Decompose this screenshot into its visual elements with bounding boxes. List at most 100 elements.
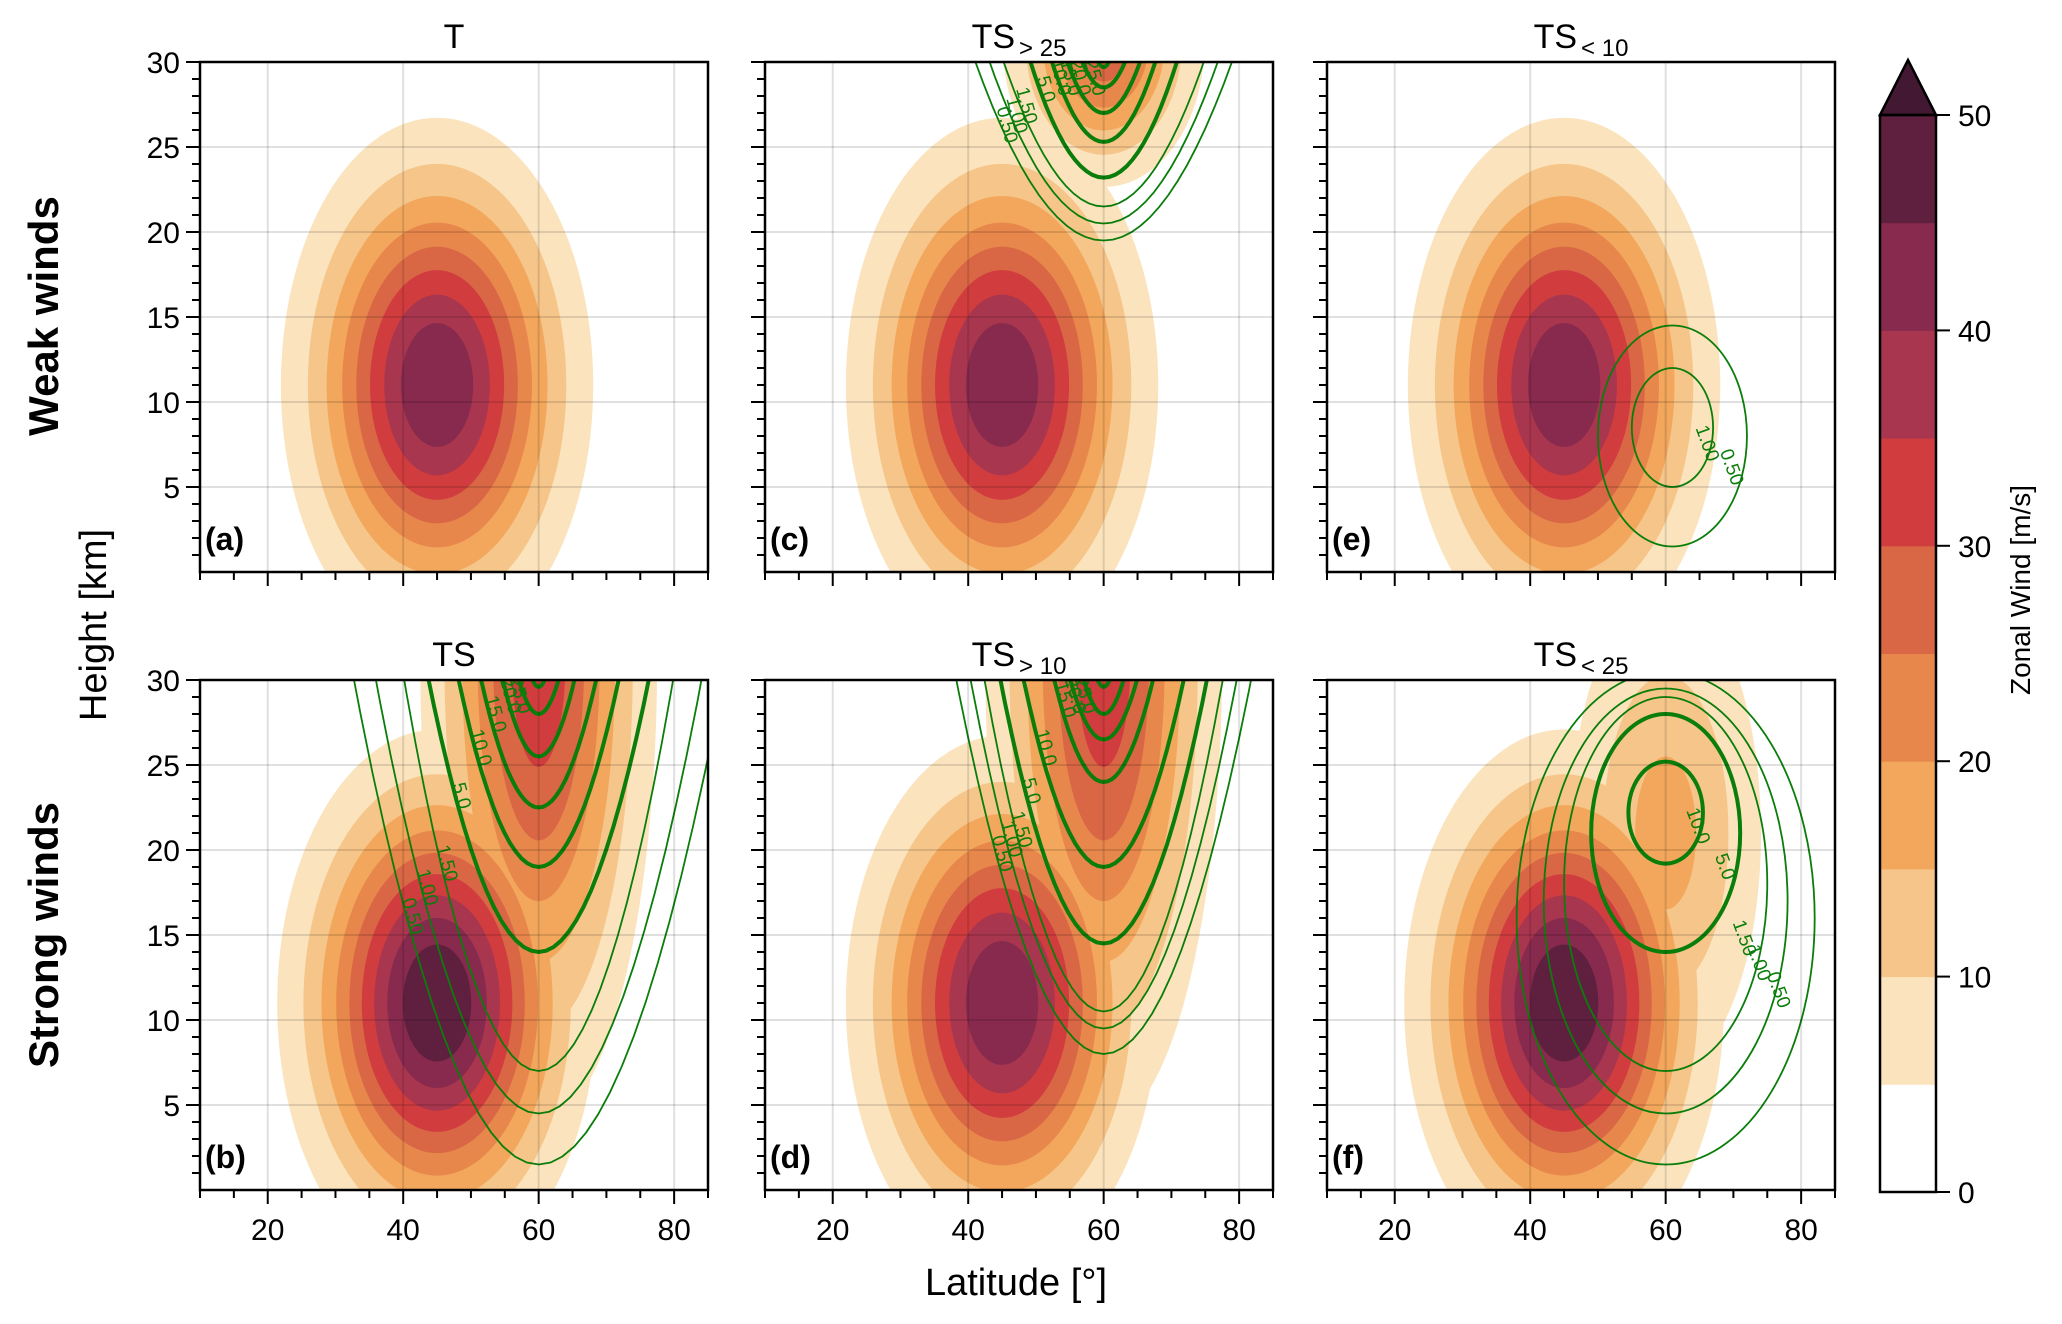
filled-contour-level-35-40	[965, 323, 1039, 447]
colorbar-band-0-5	[1880, 1084, 1936, 1193]
y-tick-label: 30	[147, 47, 180, 80]
plot-area: 0.501.001.505.010.0	[1404, 680, 1816, 1190]
contour-line	[1563, 696, 1769, 1072]
colorbar-label: Zonal Wind [m/s]	[2005, 485, 2036, 695]
contour-line	[988, 62, 1219, 225]
x-tick-label: 20	[816, 1214, 849, 1247]
panel-b: 0.501.001.505.010.015.020.025.0 20 40 60 80 5…	[147, 636, 710, 1247]
x-tick-label: 60	[1649, 1214, 1682, 1247]
panel-c: 0.501.001.505.010.015.020.025.0TS > 25(c)	[751, 18, 1275, 586]
panel-title-main: TS	[1534, 636, 1577, 674]
x-tick-label: 20	[251, 1214, 284, 1247]
contour-line	[1626, 759, 1705, 866]
panel-title: T	[444, 18, 465, 56]
filled-contour-level-40-45	[1529, 944, 1599, 1062]
contour-line	[1096, 62, 1112, 70]
panel-title-subscript: < 25	[1581, 653, 1628, 680]
colorbar-band-5-10	[1880, 976, 1936, 1085]
contour-line	[1065, 62, 1143, 116]
panel-title-main: TS	[972, 18, 1015, 56]
panel-a: 5 10 15 20 25 30 T (a)	[147, 18, 710, 586]
panels-group: 5 10 15 20 25 30 T (a) 0.501.001.505.010.015.020…	[147, 18, 1837, 1247]
contour-line	[983, 680, 1224, 1013]
y-tick-label: 25	[147, 750, 180, 783]
panel-title-subscript: > 10	[1019, 653, 1066, 680]
filled-contour-level-35-40	[1527, 323, 1601, 447]
contour-line	[516, 680, 561, 717]
contour-line	[1080, 62, 1128, 90]
contour-line	[998, 680, 1209, 946]
y-tick-label: 15	[147, 920, 180, 953]
panel-title: TS	[432, 636, 475, 674]
panel-letter: (d)	[770, 1139, 811, 1175]
x-tick-label: 60	[522, 1214, 555, 1247]
panel-title-subscript: > 25	[1019, 35, 1066, 62]
y-tick-label: 20	[147, 835, 180, 868]
x-tick-label: 40	[387, 1214, 420, 1247]
y-tick-label: 15	[147, 302, 180, 335]
contour-line	[955, 680, 1252, 1055]
colorbar: 0 10 20 30 40 50 Zonal Wind [m/s]	[1877, 57, 2036, 1210]
panel-title-main: T	[444, 18, 465, 56]
row-label-strong-winds: Strong winds	[20, 802, 67, 1068]
contour-line	[1068, 680, 1140, 742]
colorbar-band-35-40	[1880, 330, 1936, 439]
y-tick-label: 10	[147, 1005, 180, 1038]
panel-letter: (f)	[1332, 1139, 1364, 1175]
colorbar-band-20-25	[1880, 653, 1936, 762]
panel-d: 0.501.001.505.010.015.020.025.0 20 40 60 80 T…	[751, 636, 1275, 1247]
contour-line	[375, 680, 703, 1115]
row-label-weak-winds: Weak winds	[20, 196, 67, 436]
contour-line	[1589, 712, 1743, 954]
colorbar-frame	[1878, 113, 1938, 1194]
panel-title-subscript: < 10	[1581, 35, 1628, 62]
filled-contour-level-35-40	[400, 323, 474, 447]
y-tick-label: 25	[147, 132, 180, 165]
plot-area: 0.501.001.505.010.015.020.025.0	[845, 680, 1252, 1190]
colorbar-tick-label: 20	[1958, 746, 1991, 779]
y-tick-label: 10	[147, 387, 180, 420]
contour-line	[530, 680, 547, 689]
filled-contour-level-20-25	[1080, 62, 1127, 82]
contour-line	[500, 680, 577, 759]
panel-letter: (c)	[770, 521, 809, 557]
colorbar-band-40-45	[1880, 222, 1936, 331]
contour-line	[1021, 680, 1186, 870]
panel-e: 0.501.00 TS < 10 (e)	[1313, 18, 1837, 586]
panel-title-main: TS	[972, 636, 1015, 674]
contour-line	[1515, 680, 1816, 1166]
x-tick-label: 40	[1514, 1214, 1547, 1247]
colorbar-band-15-20	[1880, 761, 1936, 870]
panel-title: TS > 25	[972, 18, 1067, 62]
contour-line	[1081, 680, 1126, 717]
contour-line	[969, 680, 1238, 1030]
colorbar-band-45-50	[1880, 115, 1936, 224]
contour-line	[1630, 367, 1714, 488]
contour-line	[1095, 680, 1112, 689]
colorbar-extend-arrow	[1877, 57, 1939, 117]
panel-title: TS < 25	[1534, 636, 1629, 680]
panel-letter: (a)	[205, 521, 244, 557]
panel-title-main: TS	[432, 636, 475, 674]
colorbar-band-10-15	[1880, 868, 1936, 978]
contour-line	[974, 62, 1233, 242]
colorbar-tick-label: 0	[1958, 1177, 1975, 1210]
plot-area: 0.501.001.505.010.015.020.025.0	[845, 62, 1233, 572]
x-tick-label: 80	[657, 1214, 690, 1247]
panel-letter: (e)	[1332, 521, 1371, 557]
contour-line	[1028, 62, 1179, 180]
x-tick-label: 40	[952, 1214, 985, 1247]
x-tick-label: 20	[1378, 1214, 1411, 1247]
filled-contour-level-40-45	[402, 944, 472, 1062]
contour-line	[1052, 680, 1156, 785]
x-tick-label: 80	[1784, 1214, 1817, 1247]
y-axis-label: Height [km]	[73, 529, 115, 721]
contour-line	[479, 680, 599, 810]
plot-area: 0.501.001.505.010.015.020.025.0	[277, 680, 708, 1190]
filled-contour-level-10-15	[1635, 756, 1697, 910]
panel-letter: (b)	[205, 1139, 246, 1175]
panel-title: TS < 10	[1534, 18, 1629, 62]
plot-area	[280, 117, 594, 572]
x-axis-label: Latitude [°]	[925, 1262, 1107, 1304]
